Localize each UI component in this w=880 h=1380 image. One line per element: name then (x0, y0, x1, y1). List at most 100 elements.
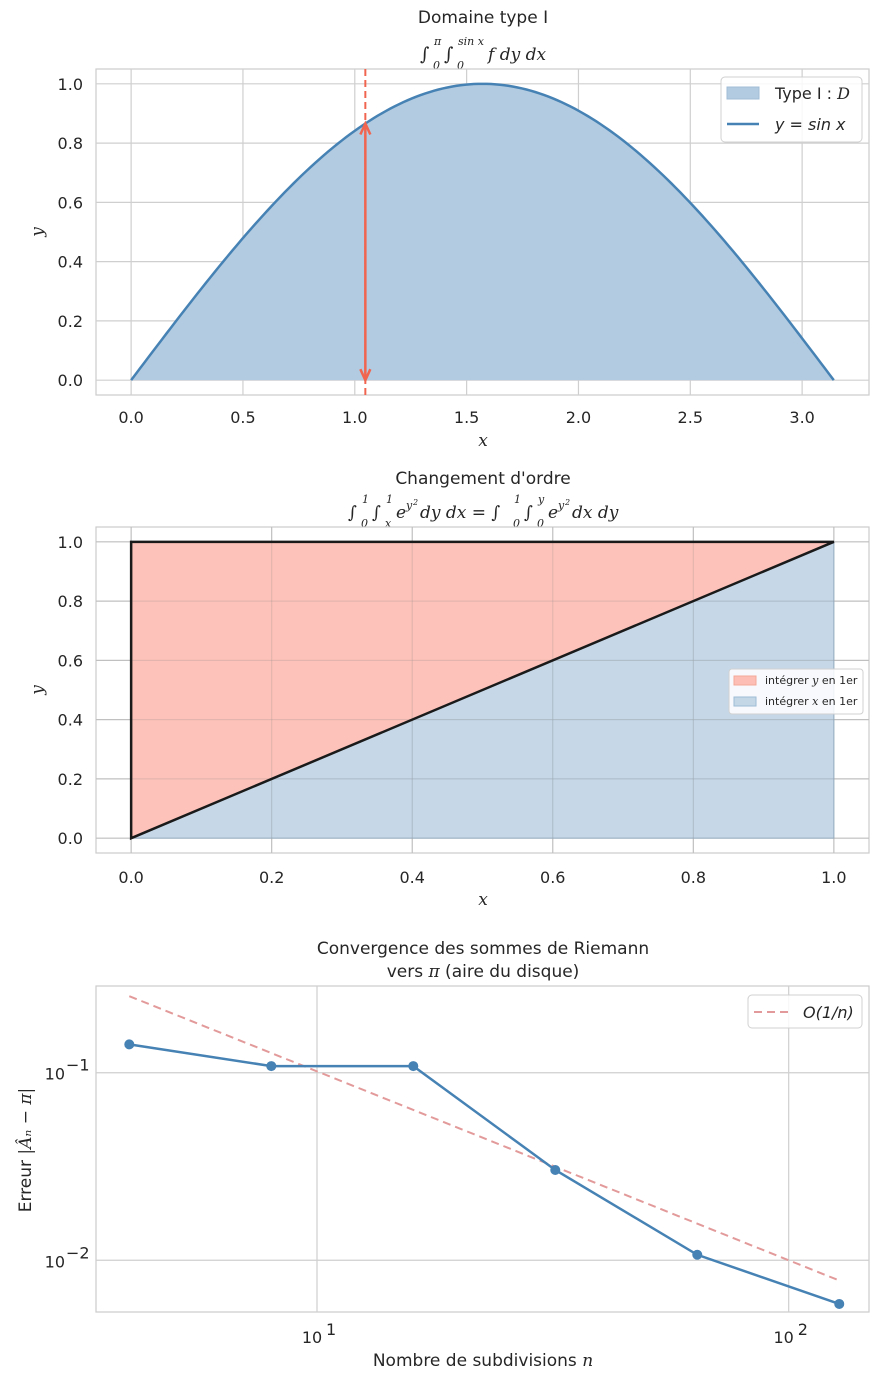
svg-text:∫: ∫ (372, 503, 381, 523)
chart1-x-ticks: 0.0 0.5 1.0 1.5 2.0 2.5 3.0 (118, 408, 814, 427)
error-points (124, 1039, 845, 1309)
chart3-legend: O(1/n) (747, 994, 863, 1029)
svg-text:0: 0 (513, 517, 520, 530)
x-tick-label: 3.0 (789, 408, 814, 427)
legend-ref-label: O(1/n) (803, 1003, 854, 1022)
chart3-plot-area (95, 985, 870, 1313)
chart1-x-label: x (478, 431, 488, 451)
svg-text:sin x: sin x (458, 35, 485, 48)
chart3-y-label: Erreur |Âₙ − π| (15, 1088, 36, 1213)
svg-text:y: y (405, 499, 413, 512)
x-tick-label: 0.5 (230, 408, 255, 427)
svg-text:∫: ∫ (348, 503, 357, 523)
legend-x-first-swatch (733, 696, 757, 707)
x-tick-label: 2.5 (678, 408, 703, 427)
x-tick-label: 1.0 (821, 868, 846, 887)
legend-x-first-label: intégrer x en 1er (765, 695, 858, 708)
y-tick-label: 0.4 (58, 711, 83, 730)
svg-text:f dy dx: f dy dx (486, 45, 546, 65)
arrow-head-bottom (359, 368, 372, 384)
order-change-chart: Changement d'ordre ∫ 1 0 ∫ 1 x e y 2 dy … (28, 469, 870, 910)
riemann-convergence-chart: Convergence des sommes de Riemann vers π… (15, 939, 870, 1371)
x-tick-label: 10 (774, 1328, 794, 1347)
y-tick-label: 1.0 (58, 75, 83, 94)
x-tick-label: 1.0 (342, 408, 367, 427)
svg-text:π: π (433, 35, 442, 48)
x-tick-label: 1.5 (454, 408, 479, 427)
chart2-subtitle: ∫ 1 0 ∫ 1 x e y 2 dy dx = ∫ 1 0 ∫ y 0 e … (348, 493, 619, 530)
svg-text:dx dy: dx dy (572, 503, 619, 523)
legend-type-i-label: Type I : D (774, 84, 850, 103)
x-tick-label: 2.0 (566, 408, 591, 427)
chart1-legend: Type I : D y = sin x (720, 76, 863, 143)
svg-text:y: y (557, 499, 565, 512)
chart2-x-label: x (478, 890, 488, 910)
svg-text:e: e (548, 503, 558, 523)
chart2-x-ticks: 0.0 0.2 0.4 0.6 0.8 1.0 (118, 868, 846, 887)
x-tick-label: 0.4 (400, 868, 425, 887)
svg-text:∫: ∫ (420, 44, 430, 65)
svg-text:1: 1 (514, 493, 521, 506)
svg-text:2: 2 (564, 498, 570, 507)
y-tick-label: 0.0 (58, 371, 83, 390)
y-tick-label: 0.4 (58, 253, 83, 272)
y-tick-label: 0.0 (58, 829, 83, 848)
type-i-domain-chart: Domaine type I ∫ π 0 ∫ sin x 0 f dy dx 0… (28, 8, 870, 451)
chart3-x-label: Nombre de subdivisions n (373, 1351, 593, 1371)
svg-text:dy dx = ∫: dy dx = ∫ (420, 503, 500, 523)
chart2-y-label: y (28, 685, 48, 696)
x-tick-exponent: 1 (326, 1320, 336, 1339)
y-tick-exponent: −1 (66, 1056, 90, 1075)
error-point (550, 1164, 561, 1175)
x-tick-label: 0.0 (118, 408, 143, 427)
chart1-y-label: y (28, 227, 48, 238)
y-tick-label: 0.8 (58, 134, 83, 153)
vertical-slice-arrow (359, 120, 372, 384)
svg-text:∫: ∫ (524, 503, 533, 523)
sin-curve (130, 82, 835, 381)
y-tick-label: 0.6 (58, 193, 83, 212)
type-i-domain-fill (131, 83, 834, 381)
chart3-x-ticks: 10 1 10 2 (302, 1320, 808, 1347)
chart2-y-ticks: 0.0 0.2 0.4 0.6 0.8 1.0 (58, 533, 83, 848)
y-tick-label: 0.2 (58, 770, 83, 789)
svg-text:1: 1 (386, 493, 393, 506)
x-tick-label: 0.0 (118, 868, 143, 887)
y-tick-exponent: −2 (66, 1243, 90, 1262)
chart2-title: Changement d'ordre (395, 469, 570, 489)
y-tick-label: 10 (45, 1252, 65, 1271)
svg-text:2: 2 (412, 498, 418, 507)
y-tick-label: 0.2 (58, 312, 83, 331)
chart3-title-line2: vers π (aire du disque) (387, 962, 580, 982)
arrow-head-top (359, 120, 372, 136)
svg-text:∫: ∫ (444, 44, 454, 65)
svg-text:0: 0 (433, 59, 440, 72)
error-point (834, 1298, 845, 1309)
chart1-title: Domaine type I (418, 8, 548, 28)
x-tick-label: 10 (302, 1328, 322, 1347)
error-point (692, 1249, 703, 1260)
chart3-title: Convergence des sommes de Riemann (317, 939, 649, 959)
error-line (129, 1043, 840, 1306)
svg-text:e: e (396, 503, 406, 523)
svg-text:0: 0 (457, 59, 464, 72)
triangle-boundary (129, 540, 835, 841)
chart1-y-ticks: 0.0 0.2 0.4 0.6 0.8 1.0 (58, 75, 83, 390)
svg-text:x: x (385, 517, 392, 530)
legend-type-i-swatch (726, 86, 760, 100)
legend-sin-label: y = sin x (774, 115, 846, 134)
x-tick-exponent: 2 (798, 1320, 808, 1339)
chart3-grid (96, 986, 869, 1312)
legend-y-first-swatch (733, 675, 757, 686)
y-tick-label: 1.0 (58, 533, 83, 552)
legend-y-first-label: intégrer y en 1er (765, 674, 858, 687)
error-point (124, 1039, 135, 1050)
error-point (266, 1061, 277, 1072)
chart2-legend: intégrer y en 1er intégrer x en 1er (728, 668, 864, 715)
y-tick-label: 0.8 (58, 592, 83, 611)
svg-text:1: 1 (362, 493, 369, 506)
chart1-subtitle: ∫ π 0 ∫ sin x 0 f dy dx (420, 35, 546, 72)
y-tick-label: 10 (45, 1065, 65, 1084)
chart3-y-ticks: 10−110−2 (45, 1056, 90, 1272)
